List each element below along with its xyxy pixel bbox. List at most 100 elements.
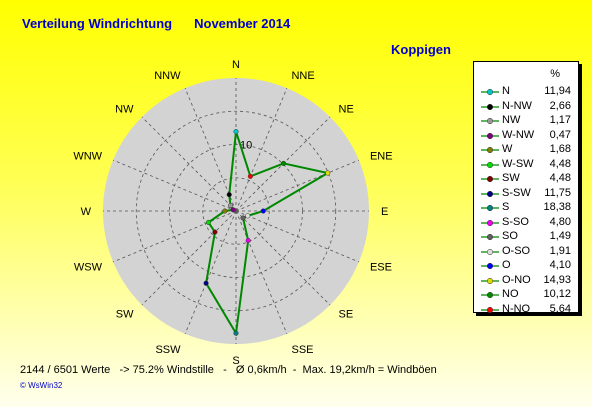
legend-value: 4,48: [549, 157, 571, 170]
legend-name: SW: [502, 172, 520, 184]
direction-label-nw: NW: [115, 103, 134, 115]
legend-item: W-NW 0,47: [474, 128, 578, 143]
legend-item: SO 1,49: [474, 229, 578, 244]
station-name: Koppigen: [391, 42, 451, 57]
grid-spoke: [235, 210, 288, 335]
direction-label-n: N: [232, 59, 240, 71]
data-point-ese: [245, 213, 251, 219]
legend-swatch: [481, 146, 499, 154]
grid-spoke: [235, 159, 360, 212]
direction-label-wsw: WSW: [74, 261, 103, 273]
direction-label-nne: NNE: [291, 70, 314, 82]
data-point-nnw: [226, 192, 232, 198]
data-point-ne: [281, 160, 287, 166]
legend-swatch: [481, 233, 499, 241]
legend-name: S-SW: [502, 186, 531, 199]
legend-item: N-NO 5,64: [474, 302, 578, 317]
data-point-ene: [325, 170, 331, 176]
grid-ring: [202, 177, 270, 245]
data-point-se: [240, 215, 246, 221]
legend-item: O-SO 1,91: [474, 244, 578, 259]
direction-label-ene: ENE: [370, 151, 393, 163]
legend-name: O-NO: [502, 273, 531, 286]
grid-spoke: [184, 210, 237, 335]
grid-ring: [135, 110, 337, 312]
data-point-e: [260, 208, 266, 214]
data-point-nne: [247, 173, 253, 179]
legend-name: S-SO: [502, 215, 529, 228]
chart-month: November 2014: [194, 16, 291, 31]
legend-value: 5,64: [549, 302, 571, 315]
data-point-nw: [227, 202, 234, 209]
data-point-s: [233, 330, 239, 336]
legend: % N 11,94 N-NW 2,66 NW 1,17 W-NW 0,47 W 1,68 W-SW 4…: [473, 61, 579, 315]
legend-item: W-SW 4,48: [474, 157, 578, 172]
brand-label: © WsWin32: [20, 381, 63, 390]
legend-name: W-NW: [502, 128, 535, 141]
grid-spoke: [235, 210, 360, 263]
legend-value: 4,48: [549, 172, 571, 184]
legend-name: O-SO: [502, 244, 531, 257]
grid-spoke: [112, 159, 237, 212]
data-point-ssw: [203, 280, 209, 286]
legend-swatch: [481, 291, 499, 299]
legend-item: S 18,38: [474, 200, 578, 215]
direction-label-wnw: WNW: [73, 151, 102, 163]
legend-value: 11,94: [544, 85, 571, 97]
legend-unit: %: [550, 68, 560, 80]
legend-item: NW 1,17: [474, 113, 578, 128]
legend-item: S-SW 11,75: [474, 186, 578, 201]
summary-footer: 2144 / 6501 Werte -> 75.2% Windstille - …: [20, 364, 437, 376]
legend-swatch: [481, 175, 499, 183]
legend-item: SW 4,48: [474, 171, 578, 186]
legend-value: 2,66: [549, 99, 571, 112]
legend-name: S: [502, 201, 510, 213]
legend-swatch: [481, 161, 499, 168]
legend-value: 0,47: [549, 128, 571, 141]
direction-label-ne: NE: [339, 103, 354, 115]
grid-spoke: [112, 210, 237, 263]
legend-name: SO: [502, 230, 518, 242]
legend-swatch: [481, 277, 499, 284]
direction-label-sse: SSE: [291, 344, 313, 356]
legend-name: NW: [502, 114, 521, 126]
legend-value: 11,75: [544, 186, 571, 199]
legend-item: S-SO 4,80: [474, 215, 578, 230]
legend-swatch: [481, 190, 499, 197]
chart-title-text: Verteilung Windrichtung: [22, 16, 173, 31]
legend-value: 10,12: [543, 288, 571, 300]
legend-value: 4,80: [549, 215, 571, 228]
direction-label-nnw: NNW: [154, 70, 181, 82]
legend-name: W-SW: [502, 157, 534, 170]
data-point-sw: [212, 229, 218, 235]
direction-label-e: E: [381, 206, 388, 218]
legend-item: N 11,94: [474, 84, 578, 99]
grid-spoke: [141, 116, 237, 212]
legend-name: N: [502, 85, 510, 97]
legend-value: 14,93: [543, 273, 571, 286]
chart-title: Verteilung Windrichtung November 2014: [22, 16, 290, 31]
direction-label-w: W: [81, 206, 92, 218]
legend-value: 1,68: [549, 143, 571, 155]
legend-value: 1,17: [549, 114, 571, 126]
legend-swatch: [481, 204, 499, 212]
legend-value: 1,91: [549, 244, 571, 257]
legend-value: 1,49: [549, 230, 571, 242]
ring-label: 10: [240, 140, 252, 152]
legend-item: O 4,10: [474, 258, 578, 273]
direction-label-sw: SW: [116, 309, 134, 321]
legend-name: NO: [502, 288, 519, 300]
legend-swatch: [481, 117, 499, 125]
legend-item: N-NW 2,66: [474, 99, 578, 114]
grid-spoke: [184, 87, 237, 212]
direction-label-se: SE: [339, 309, 354, 321]
legend-name: N-NW: [502, 99, 532, 112]
grid-spoke: [235, 210, 331, 306]
legend-name: N-NO: [502, 302, 531, 315]
grid-spoke: [141, 210, 237, 306]
legend-name: O: [502, 259, 511, 271]
legend-name: W: [502, 143, 513, 155]
legend-item: W 1,68: [474, 142, 578, 157]
data-point-w: [222, 208, 228, 214]
